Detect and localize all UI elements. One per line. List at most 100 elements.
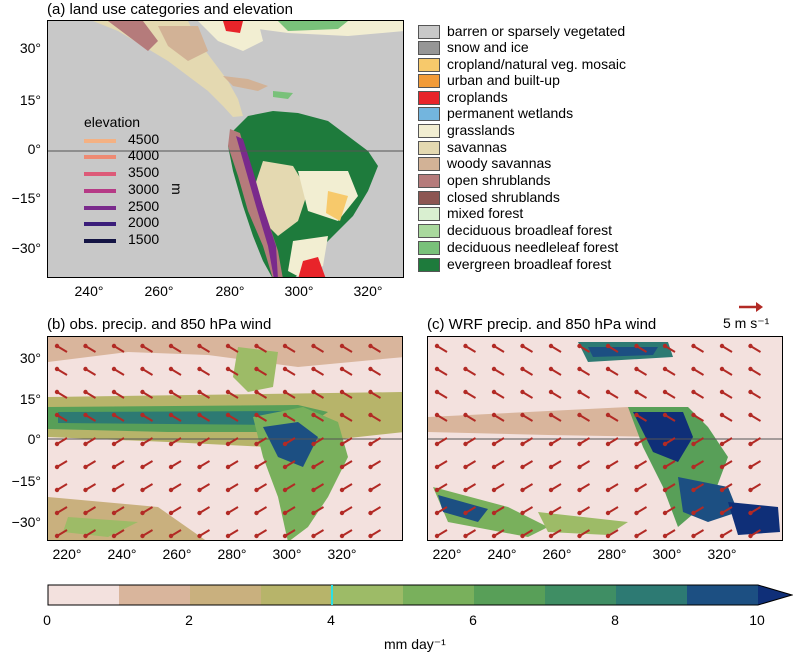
wind-arrow — [634, 483, 648, 493]
wind-arrow — [339, 483, 353, 493]
wind-arrow — [577, 412, 591, 422]
land-use-label: permanent wetlands — [447, 105, 574, 121]
land-use-label: urban and built-up — [447, 72, 560, 88]
wind-arrow — [463, 506, 477, 516]
wind-arrow — [463, 437, 477, 447]
land-use-label: mixed forest — [447, 205, 524, 221]
wind-arrow — [168, 389, 182, 399]
wind-arrow — [691, 460, 705, 470]
land-use-swatch — [418, 25, 440, 39]
wind-arrow — [111, 343, 125, 353]
wind-reference-arrow — [738, 300, 764, 312]
panel-b-xtick-300: 300° — [272, 546, 302, 562]
wind-arrow — [140, 389, 154, 399]
elevation-swatch — [84, 155, 116, 159]
wind-arrow — [54, 483, 68, 493]
wind-arrow — [719, 437, 733, 447]
wind-arrow — [434, 389, 448, 399]
wind-arrow — [463, 483, 477, 493]
panel-b-xtick-320: 320° — [327, 546, 357, 562]
colorbar-segment — [687, 585, 759, 605]
wind-arrow — [605, 343, 619, 353]
wind-arrow — [548, 412, 562, 422]
elevation-swatch — [84, 172, 116, 176]
wind-arrow — [54, 437, 68, 447]
wind-arrow — [111, 412, 125, 422]
wind-arrow — [463, 343, 477, 353]
wind-arrow — [434, 483, 448, 493]
wind-arrow — [339, 412, 353, 422]
land-use-swatch — [418, 191, 440, 205]
colorbar — [47, 584, 794, 606]
wind-arrow — [254, 437, 268, 447]
wind-arrow — [111, 389, 125, 399]
wrf-precip-field — [428, 337, 782, 540]
wind-arrow — [748, 460, 762, 470]
wind-arrow — [748, 483, 762, 493]
colorbar-tick-4: 4 — [327, 612, 335, 628]
elevation-label: 3500 — [128, 164, 160, 180]
land-use-label: grasslands — [447, 122, 515, 138]
elevation-swatch — [84, 222, 116, 226]
colorbar-tick-8: 8 — [611, 612, 619, 628]
panel-b-ytick-30n: 30° — [19, 350, 41, 366]
panel-c-xtick-240: 240° — [487, 546, 517, 562]
land-use-swatch — [418, 58, 440, 72]
wind-arrow — [140, 506, 154, 516]
wind-arrow — [748, 529, 762, 539]
elevation-title: elevation — [84, 114, 141, 130]
wind-arrow — [83, 529, 97, 539]
wind-arrow — [634, 506, 648, 516]
elevation-unit: m — [168, 183, 185, 195]
wind-arrow — [254, 483, 268, 493]
wind-arrow — [605, 389, 619, 399]
arrow-icon — [739, 302, 763, 312]
wind-arrow — [748, 437, 762, 447]
wind-arrow — [368, 506, 382, 516]
wind-arrow — [691, 389, 705, 399]
land-use-label: closed shrublands — [447, 189, 560, 205]
land-use-label: open shrublands — [447, 172, 551, 188]
wind-arrow — [54, 506, 68, 516]
wind-arrow — [225, 343, 239, 353]
wind-arrow — [282, 460, 296, 470]
wind-arrow — [548, 343, 562, 353]
wind-arrow — [662, 366, 676, 376]
panel-a-ytick-30n: 30° — [19, 40, 41, 56]
panel-a-ytick-15n: 15° — [19, 92, 41, 108]
wind-arrow — [282, 412, 296, 422]
wind-arrow — [748, 506, 762, 516]
wind-arrow — [491, 483, 505, 493]
wind-arrow — [577, 483, 591, 493]
wind-arrow — [719, 389, 733, 399]
wind-arrow — [748, 412, 762, 422]
wind-arrow — [520, 437, 534, 447]
wind-arrow — [339, 389, 353, 399]
wind-arrow — [140, 460, 154, 470]
wind-arrow — [197, 343, 211, 353]
wind-arrow — [197, 437, 211, 447]
colorbar-segment — [190, 585, 262, 605]
wind-arrow — [548, 529, 562, 539]
wind-arrow — [83, 343, 97, 353]
wind-arrow — [577, 529, 591, 539]
panel-c-xtick-300: 300° — [652, 546, 682, 562]
wind-arrow — [548, 460, 562, 470]
wind-arrow — [225, 506, 239, 516]
wind-arrow — [662, 343, 676, 353]
wind-arrow — [662, 460, 676, 470]
wind-arrow — [140, 437, 154, 447]
wind-arrow — [168, 437, 182, 447]
wind-arrow — [748, 366, 762, 376]
colorbar-segment — [616, 585, 688, 605]
panel-a-xtick-300: 300° — [284, 283, 314, 299]
wind-arrow — [662, 389, 676, 399]
wind-arrow — [168, 529, 182, 539]
colorbar-label: mm day⁻¹ — [384, 636, 446, 652]
wind-arrow — [548, 366, 562, 376]
wind-arrow — [83, 389, 97, 399]
wind-arrow — [434, 366, 448, 376]
wind-arrow — [662, 506, 676, 516]
wind-arrow — [662, 437, 676, 447]
wind-arrow — [605, 460, 619, 470]
